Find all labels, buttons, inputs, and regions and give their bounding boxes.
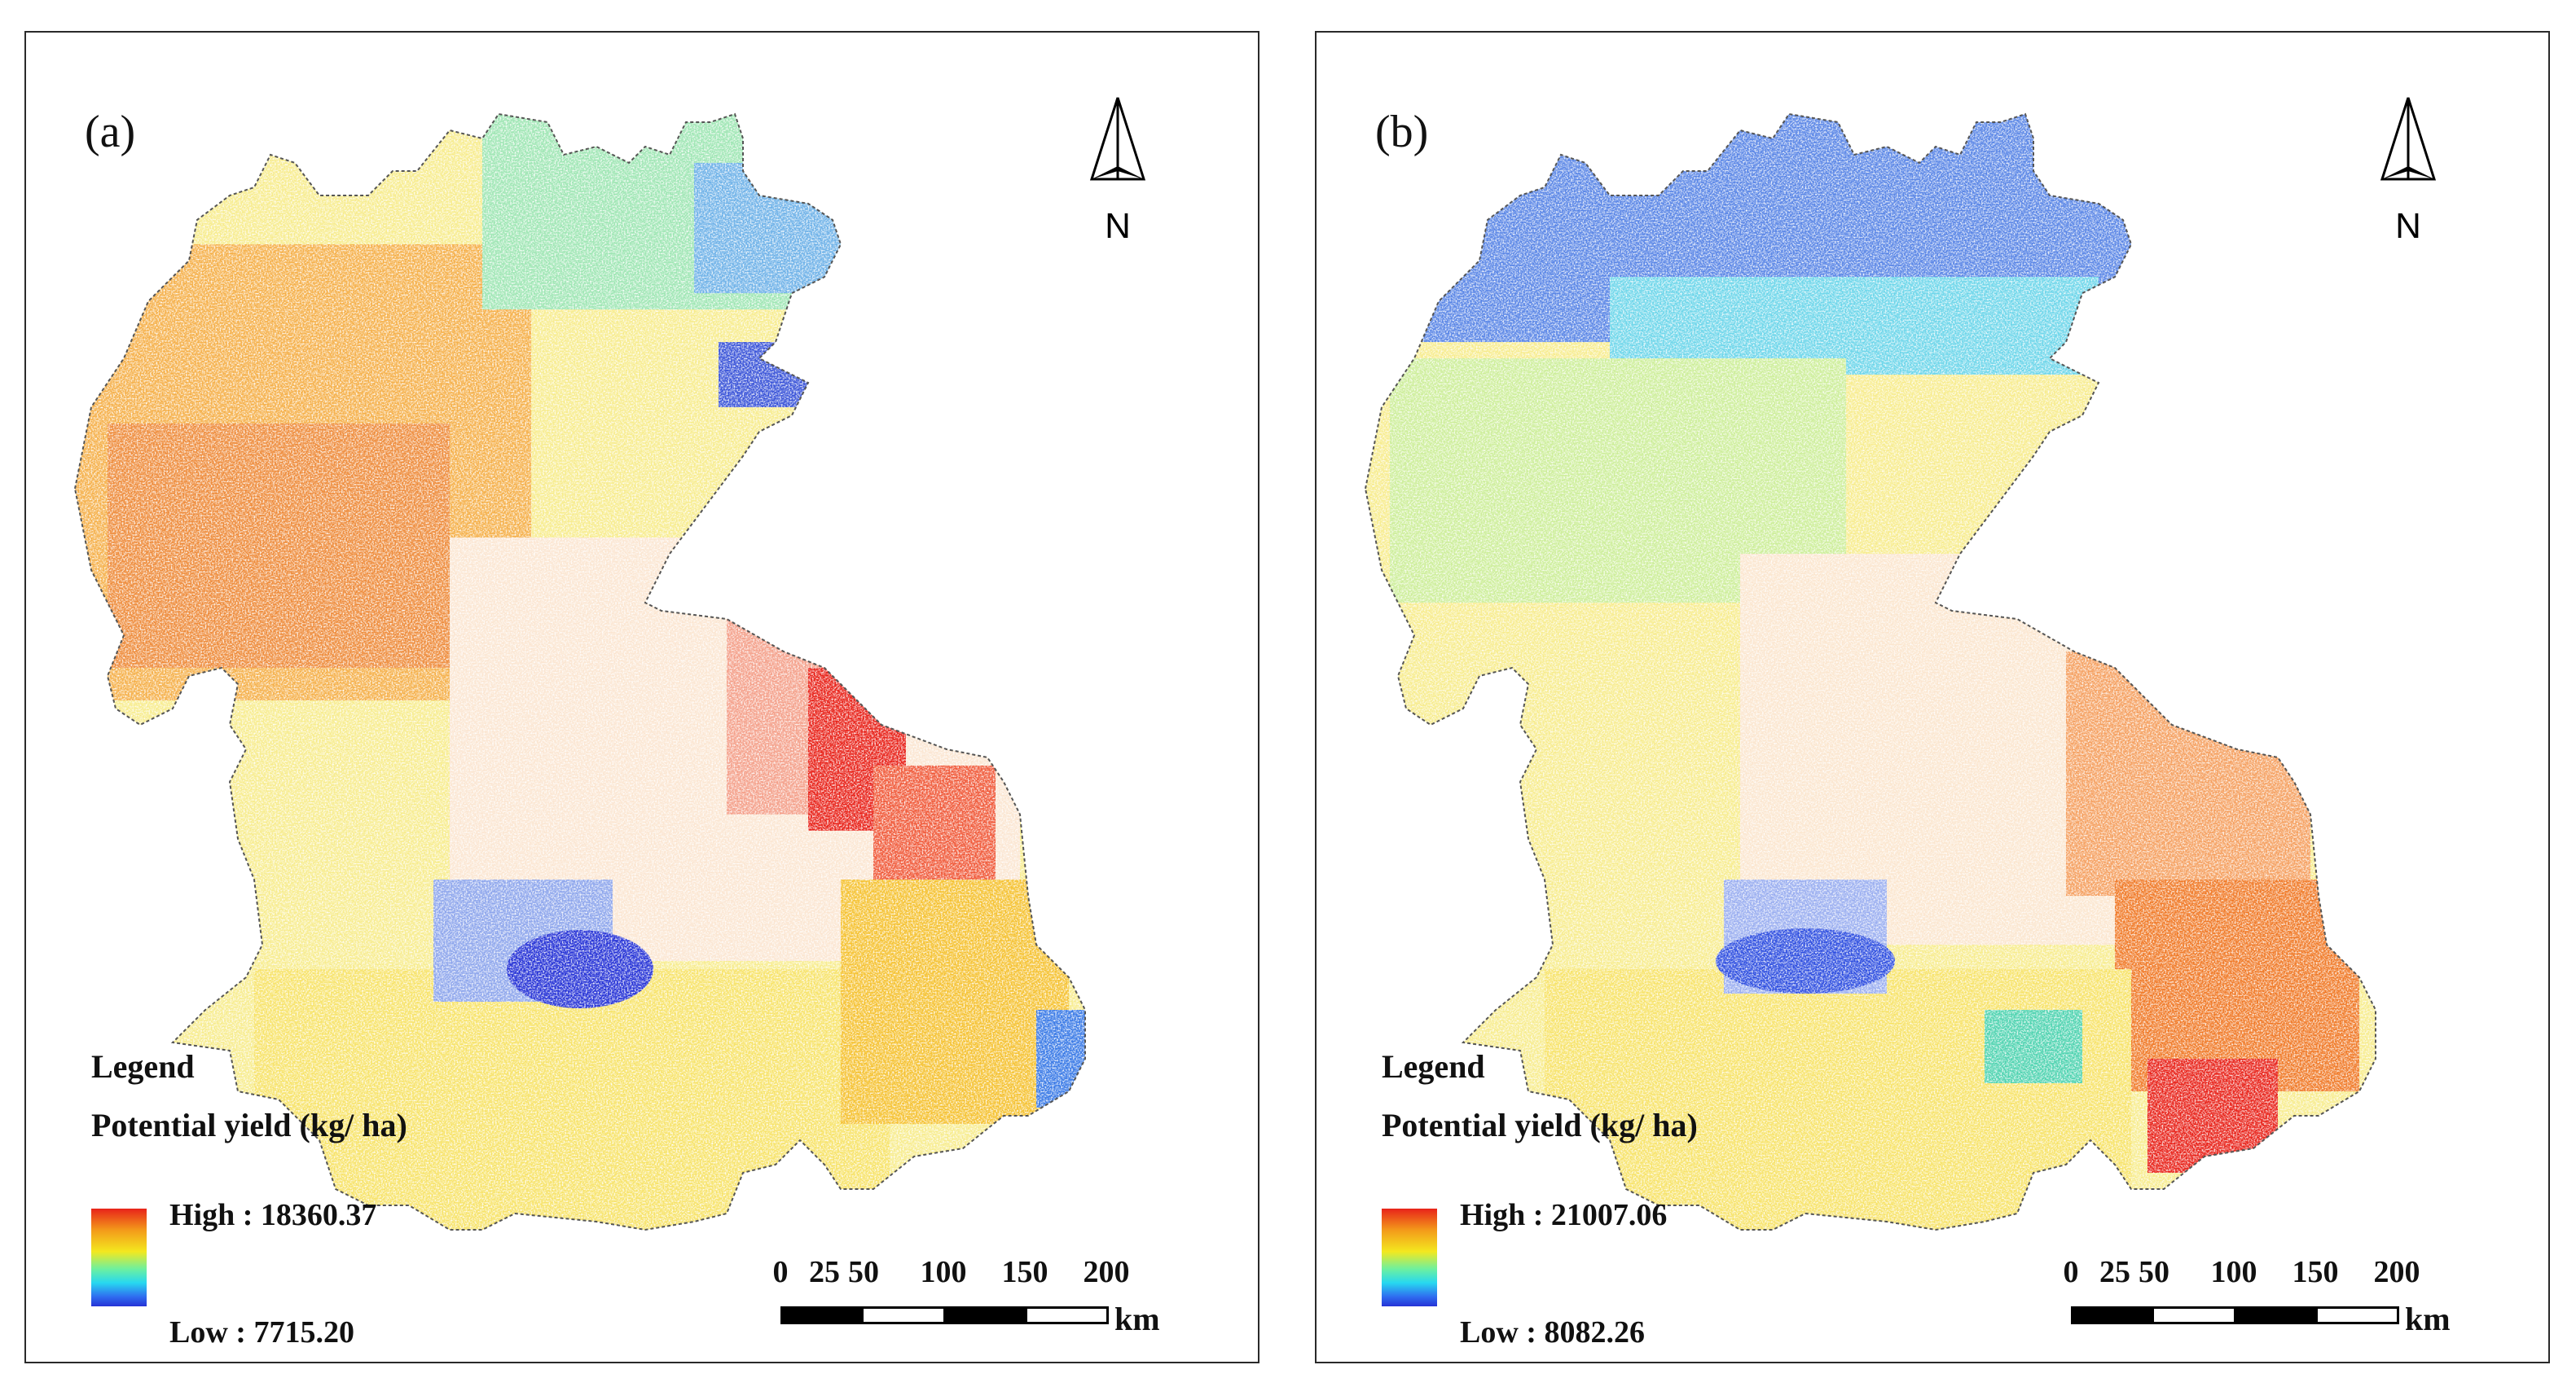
north-arrow-icon: N <box>2380 97 2437 246</box>
north-arrow-icon: N <box>1089 97 1146 246</box>
scale-tick: 150 <box>1001 1255 1048 1289</box>
scale-segment <box>943 1306 1027 1324</box>
panel-label: (a) <box>85 107 136 157</box>
scale-bar: 0 25 50 100 150 200 km <box>2063 1254 2522 1360</box>
map-panel-a: (a) N Legend Potential yield (kg/ ha) Hi… <box>24 31 1259 1363</box>
scale-tick: 50 <box>848 1255 879 1289</box>
region-boundary-b <box>1364 112 2376 1231</box>
scale-tick: 200 <box>1083 1255 1130 1289</box>
north-label: N <box>1105 206 1131 246</box>
legend-color-ramp <box>91 1209 147 1306</box>
scale-segment <box>2315 1306 2399 1324</box>
scale-segment <box>2152 1306 2236 1324</box>
region-boundary-a <box>73 112 1086 1231</box>
scale-tick: 150 <box>2292 1255 2339 1289</box>
scale-tick: 0 <box>772 1255 789 1289</box>
legend-subtitle: Potential yield (kg/ ha) <box>91 1107 407 1143</box>
scale-tick: 25 <box>809 1255 840 1289</box>
yield-map-a <box>73 112 1086 1231</box>
scale-unit: km <box>2405 1301 2451 1337</box>
scale-segment <box>2234 1306 2318 1324</box>
map-panel-b: (b) N Legend Potential yield (kg/ ha) Hi… <box>1315 31 2550 1363</box>
scale-tick: 50 <box>2139 1255 2169 1289</box>
legend: Legend Potential yield (kg/ ha) High : 2… <box>1382 1047 1870 1357</box>
scale-segment <box>2071 1306 2154 1324</box>
legend: Legend Potential yield (kg/ ha) High : 1… <box>91 1047 580 1357</box>
scale-tick: 100 <box>920 1255 967 1289</box>
yield-map-b <box>1364 112 2376 1231</box>
scale-tick: 200 <box>2373 1255 2420 1289</box>
legend-title: Legend <box>1382 1048 1485 1085</box>
panel-label: (b) <box>1375 107 1429 157</box>
north-label: N <box>2395 206 2421 246</box>
scale-tick: 0 <box>2063 1255 2079 1289</box>
scale-tick: 25 <box>2099 1255 2130 1289</box>
legend-subtitle: Potential yield (kg/ ha) <box>1382 1107 1698 1143</box>
legend-color-ramp <box>1382 1209 1437 1306</box>
scale-unit: km <box>1114 1301 1160 1337</box>
legend-high-label: High : 21007.06 <box>1460 1198 1668 1232</box>
scale-tick: 100 <box>2210 1255 2257 1289</box>
legend-high-label: High : 18360.37 <box>169 1198 377 1232</box>
legend-low-label: Low : 8082.26 <box>1460 1315 1645 1350</box>
scale-segment <box>861 1306 946 1324</box>
legend-title: Legend <box>91 1048 195 1085</box>
scale-bar: 0 25 50 100 150 200 km <box>772 1254 1232 1360</box>
scale-segment <box>1025 1306 1109 1324</box>
scale-segment <box>780 1306 864 1324</box>
legend-low-label: Low : 7715.20 <box>169 1315 354 1350</box>
